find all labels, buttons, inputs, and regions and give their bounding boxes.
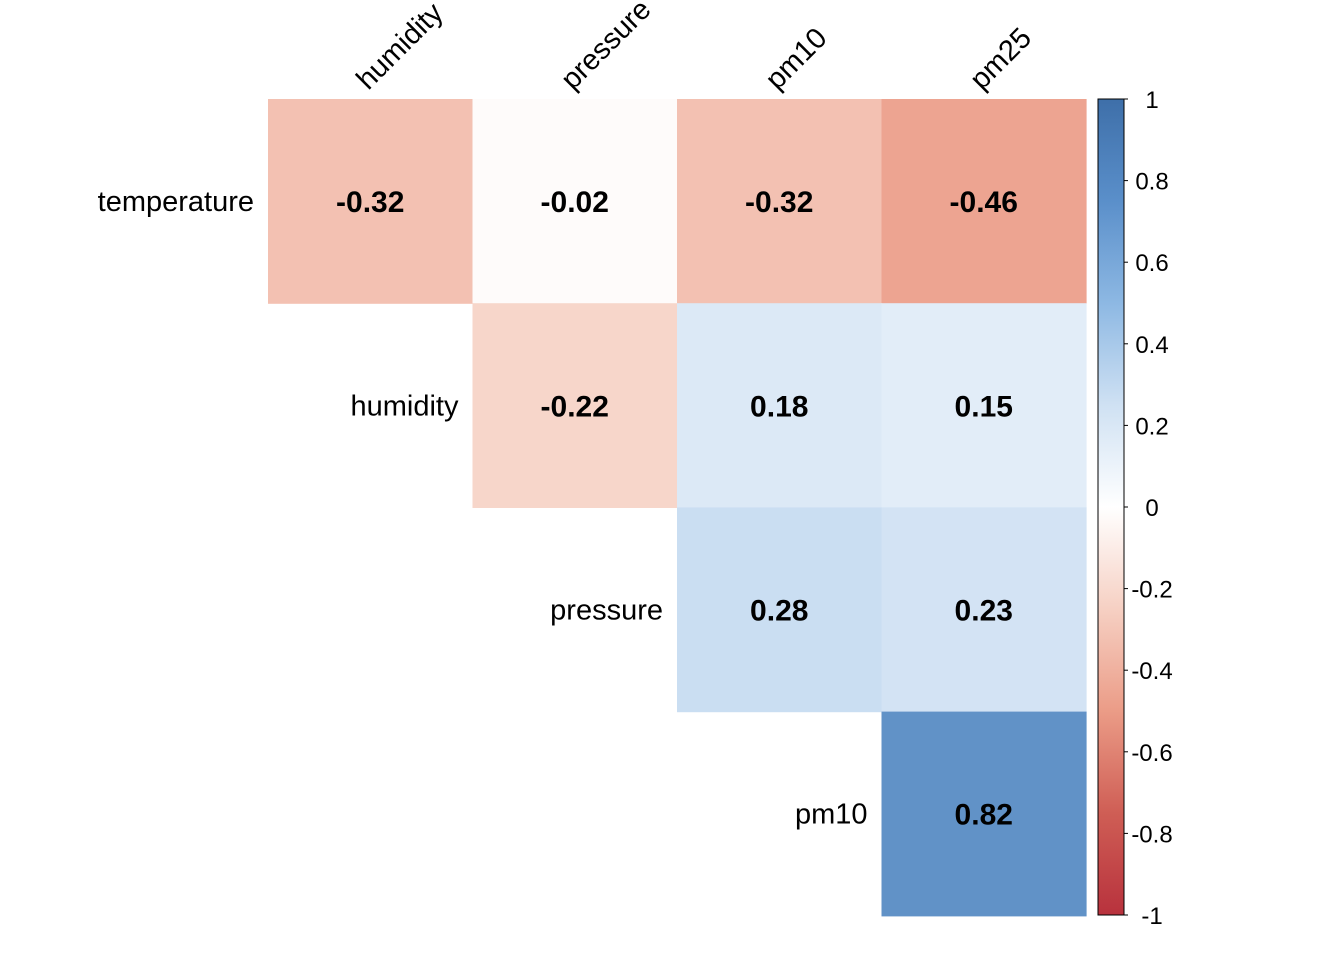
row-label-humidity: humidity [351, 390, 459, 422]
row-labels: temperature humidity pressure pm10 [98, 186, 868, 831]
heatmap-cell-temperature-humidity [268, 99, 474, 304]
column-label-pm10: pm10 [760, 22, 834, 96]
colorbar-tick-label: 0 [1145, 495, 1158, 522]
colorbar-tick-label: -1 [1141, 903, 1162, 930]
column-label-pm25: pm25 [964, 22, 1038, 96]
heatmap-cell-pm10-pm25 [881, 711, 1087, 917]
column-labels: humidity pressure pm10 pm25 [351, 0, 1038, 96]
cell-value-label: 0.28 [750, 595, 808, 628]
heatmap-cell-humidity-pm25 [881, 303, 1087, 508]
row-label-pm10: pm10 [795, 799, 868, 831]
cell-value-label: 0.18 [750, 390, 808, 423]
cell-value-label: -0.22 [541, 390, 609, 423]
heatmap-cell-temperature-pm10 [677, 99, 883, 304]
colorbar-tick-label: -0.4 [1131, 658, 1172, 685]
colorbar-tick-label: -0.8 [1131, 821, 1172, 848]
colorbar-tick-label: 0.6 [1135, 250, 1168, 277]
heatmap-cell-temperature-pressure [472, 99, 678, 304]
cell-value-label: 0.82 [955, 799, 1013, 832]
colorbar-gradient [1097, 98, 1125, 916]
heatmap-cells: -0.32 -0.02 -0.32 -0.46 -0.22 0.18 0.15 0.28 0.2… [268, 99, 1087, 917]
heatmap-cell-humidity-pm10 [677, 303, 883, 508]
colorbar-tick-label: 0.8 [1135, 169, 1168, 196]
column-label-humidity: humidity [351, 0, 450, 96]
colorbar-tick-label: 0.2 [1135, 413, 1168, 440]
heatmap-cell-temperature-pm25 [881, 99, 1087, 304]
cell-value-label: -0.32 [336, 186, 404, 219]
column-label-pressure: pressure [555, 0, 657, 96]
colorbar-tick-label: -0.2 [1131, 577, 1172, 604]
row-label-temperature: temperature [98, 186, 254, 218]
row-label-pressure: pressure [550, 595, 663, 627]
cell-value-label: -0.46 [950, 186, 1018, 219]
colorbar-tick-label: 0.4 [1135, 332, 1168, 359]
heatmap-cell-pressure-pm10 [677, 507, 883, 713]
cell-value-label: 0.15 [955, 390, 1013, 423]
heatmap-cell-humidity-pressure [472, 303, 678, 508]
colorbar: 1 0.8 0.6 0.4 0.2 0 -0.2 -0.4 -0.6 -0.8 -1 [1097, 87, 1173, 930]
cell-value-label: 0.23 [955, 595, 1013, 628]
colorbar-tick-label: 1 [1145, 87, 1158, 114]
cell-value-label: -0.32 [745, 186, 813, 219]
heatmap-cell-pressure-pm25 [881, 507, 1087, 713]
colorbar-tick-label: -0.6 [1131, 740, 1172, 767]
cell-value-label: -0.02 [541, 186, 609, 219]
